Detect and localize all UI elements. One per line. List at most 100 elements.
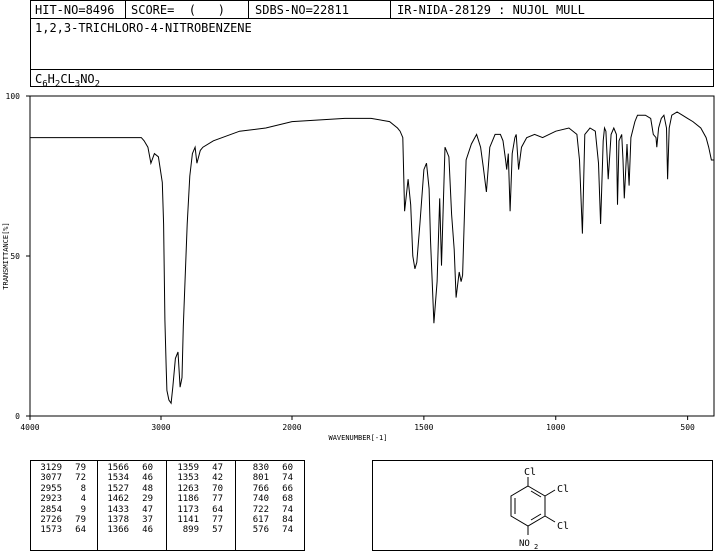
peak-wavenumber: 576 <box>252 525 269 536</box>
peak-row: 1366 46 <box>103 525 153 535</box>
no2-label: NO <box>519 539 530 549</box>
cl-label-1: Cl <box>524 467 536 478</box>
structure-box: Cl Cl Cl NO 2 <box>372 460 713 551</box>
cl-label-2: Cl <box>557 484 569 495</box>
no2-subscript: 2 <box>534 543 538 551</box>
y-tick-label: 50 <box>10 252 20 261</box>
peak-row: 899 57 <box>173 525 223 535</box>
formula-cl: CL <box>60 72 75 86</box>
peak-transmittance: 77 <box>212 494 223 505</box>
peak-column: 3129 79 3077 72 2955 8 2923 4 2854 9 2726 79 1573 64 <box>36 463 86 536</box>
y-axis-label: TRANSMITTANCE[%] <box>2 222 10 289</box>
peak-transmittance: 72 <box>75 473 86 484</box>
peak-transmittance: 48 <box>142 483 153 494</box>
peak-wavenumber: 1566 <box>107 463 129 473</box>
peak-transmittance: 46 <box>142 525 153 536</box>
peak-row: 830 60 <box>243 463 293 473</box>
peak-wavenumber: 1366 <box>107 525 129 536</box>
spectrum-line <box>30 111 714 405</box>
hit-no: HIT-NO=8496 <box>35 3 115 17</box>
peak-wavenumber: 2854 <box>40 504 62 515</box>
peak-row: 1534 46 <box>103 473 153 483</box>
peak-wavenumber: 722 <box>252 504 269 515</box>
bond-cl-2 <box>544 489 556 497</box>
formula-no-count: 2 <box>94 79 101 90</box>
peak-row: 3077 72 <box>36 473 86 483</box>
peak-transmittance: 60 <box>142 463 153 473</box>
peak-row: 1141 77 <box>173 515 223 525</box>
peak-row: 2955 8 <box>36 484 86 494</box>
score: SCORE= ( ) <box>131 3 225 17</box>
peak-row: 1573 64 <box>36 525 86 535</box>
peak-wavenumber: 1433 <box>107 504 129 515</box>
peak-wavenumber: 1573 <box>40 525 62 536</box>
peak-transmittance: 66 <box>282 483 293 494</box>
x-axis-label: WAVENUMBER[-1] <box>328 434 387 442</box>
molecule-structure: Cl Cl Cl NO 2 <box>510 467 569 551</box>
peak-transmittance: 8 <box>80 483 86 494</box>
peak-column: 1359 47 1353 42 1263 70 1186 77 1173 64 1141 77 899 5… <box>173 463 223 536</box>
peak-transmittance: 9 <box>80 504 86 515</box>
peak-column: 1566 60 1534 46 1527 48 1462 29 1433 47 1378 37 1366… <box>103 463 153 536</box>
peak-row: 1263 70 <box>173 484 223 494</box>
y-tick-label: 0 <box>15 412 20 421</box>
peak-wavenumber: 830 <box>252 463 269 473</box>
peak-transmittance: 79 <box>75 463 86 473</box>
peak-transmittance: 29 <box>142 494 153 505</box>
peak-wavenumber: 2955 <box>40 483 62 494</box>
peak-row: 1173 64 <box>173 505 223 515</box>
peak-row: 2726 79 <box>36 515 86 525</box>
x-tick-label: 1500 <box>414 423 433 432</box>
peak-transmittance: 77 <box>212 515 223 526</box>
x-tick-label: 3000 <box>151 423 170 432</box>
peak-column: 830 60 801 74 766 66 740 68 722 74 617 84 576 74 <box>243 463 293 536</box>
peak-transmittance: 79 <box>75 515 86 526</box>
formula-c: C <box>35 72 43 86</box>
ring-double-bond-1 <box>530 490 542 498</box>
formula-no: NO <box>80 72 95 86</box>
header-divider-3 <box>390 0 391 19</box>
peak-wavenumber: 1186 <box>177 494 199 505</box>
compound-name: 1,2,3-TRICHLORO-4-NITROBENZENE <box>35 21 252 35</box>
peak-row: 766 66 <box>243 484 293 494</box>
x-tick-label: 500 <box>680 423 695 432</box>
peak-row: 1527 48 <box>103 484 153 494</box>
x-axis-ticks: 4000 3000 2000 1500 1000 500 <box>20 416 695 432</box>
peak-transmittance: 4 <box>80 494 86 505</box>
peak-row: 1433 47 <box>103 505 153 515</box>
peak-wavenumber: 3077 <box>40 473 62 484</box>
benzene-ring <box>510 485 546 527</box>
peak-transmittance: 37 <box>142 515 153 526</box>
formula-c-count: 6 <box>42 79 48 90</box>
peak-row: 740 68 <box>243 494 293 504</box>
peak-transmittance: 42 <box>212 473 223 484</box>
peak-transmittance: 70 <box>212 483 223 494</box>
formula: C6H2CL3NO2 <box>35 72 100 91</box>
peak-row: 3129 79 <box>36 463 86 473</box>
peak-table-divider-2 <box>166 460 167 551</box>
peak-wavenumber: 2726 <box>40 515 62 526</box>
peak-wavenumber: 3129 <box>40 463 62 473</box>
peak-row: 722 74 <box>243 505 293 515</box>
ir-spectrum-chart: 4000 3000 2000 1500 1000 500 0 50 100 WAVENUMBE… <box>2 92 715 442</box>
peak-wavenumber: 899 <box>182 525 199 536</box>
peak-wavenumber: 1353 <box>177 473 199 484</box>
peak-table: 3129 79 3077 72 2955 8 2923 4 2854 9 2726 79 1573 64 1… <box>30 460 305 551</box>
peak-row: 2854 9 <box>36 505 86 515</box>
peak-table-divider-3 <box>235 460 236 551</box>
peak-transmittance: 84 <box>282 515 293 526</box>
peak-transmittance: 47 <box>212 463 223 473</box>
peak-table-divider-1 <box>97 460 98 551</box>
x-tick-label: 1000 <box>546 423 565 432</box>
peak-row: 1462 29 <box>103 494 153 504</box>
peak-wavenumber: 1359 <box>177 463 199 473</box>
peak-wavenumber: 2923 <box>40 494 62 505</box>
sdbs-no: SDBS-NO=22811 <box>255 3 349 17</box>
peak-row: 1359 47 <box>173 463 223 473</box>
peak-wavenumber: 1534 <box>107 473 129 484</box>
peak-wavenumber: 801 <box>252 473 269 484</box>
method: IR-NIDA-28129 : NUJOL MULL <box>397 3 585 17</box>
formula-h: H <box>47 72 55 86</box>
peak-transmittance: 74 <box>282 504 293 515</box>
peak-row: 1378 37 <box>103 515 153 525</box>
